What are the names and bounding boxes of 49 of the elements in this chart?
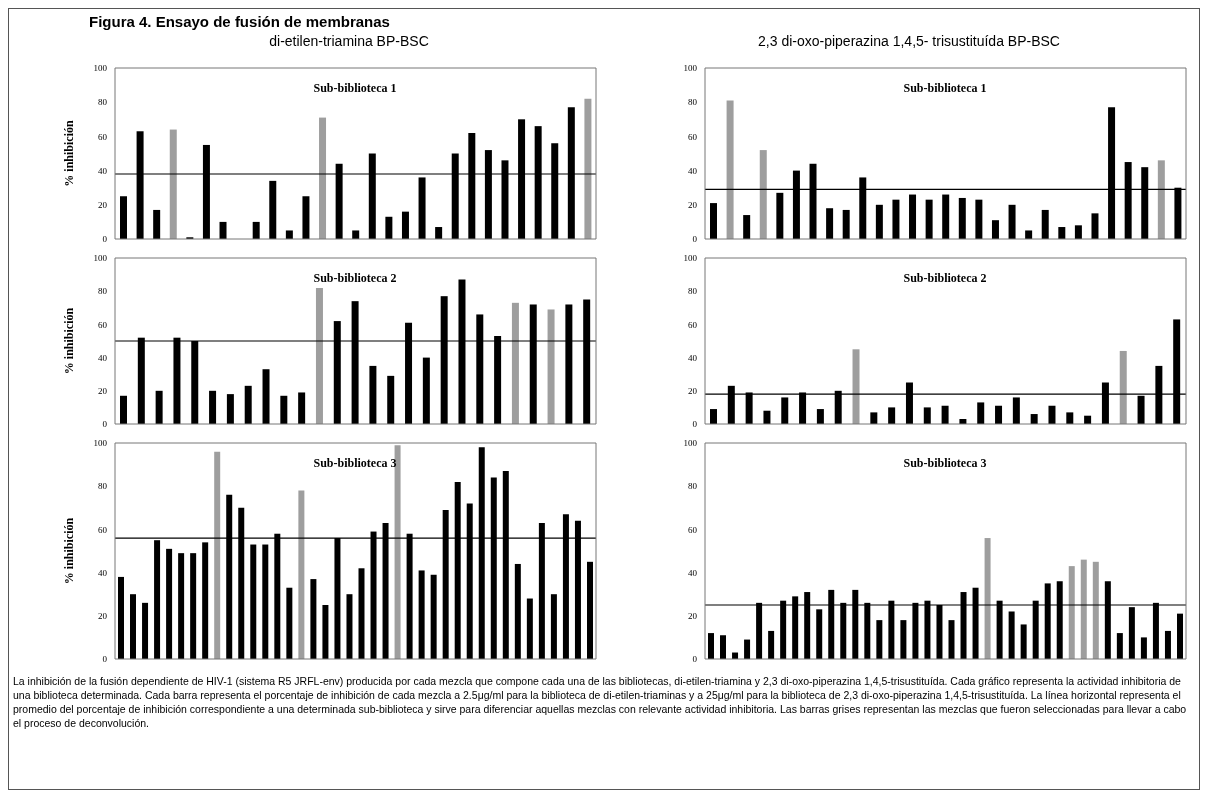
y-tick-label: 60 [688, 131, 698, 142]
y-tick-label: 20 [98, 610, 108, 621]
y-tick-label: 40 [688, 352, 698, 363]
y-tick-label: 80 [688, 97, 698, 108]
y-tick-label: 0 [692, 654, 698, 665]
text: Sub-biblioteca 2 [902, 271, 988, 286]
y-tick-label: 40 [98, 567, 108, 578]
y-tick-label: 40 [688, 165, 698, 176]
y-tick-label: 40 [98, 165, 108, 176]
y-tick-label: 80 [98, 481, 108, 492]
y-tick-label: 20 [98, 200, 108, 210]
y-tick-label: 100 [93, 253, 108, 264]
chart-subtitle: di-etilen-triamina BP-BSC [268, 33, 430, 49]
y-tick-label: 60 [688, 319, 698, 330]
y-axis-title: % inhibición [62, 120, 77, 187]
y-tick-label: 100 [93, 63, 108, 74]
text: Sub-biblioteca 2 [312, 271, 398, 286]
y-tick-label: 0 [102, 654, 108, 665]
text: Sub-biblioteca 3 [312, 456, 398, 471]
y-tick-label: 0 [102, 419, 108, 430]
text: La inhibición de la fusión dependiente de HIV-1 (sistema R5 JRFL-env) producida por cada mezcla que compone cada una de las bibliotecas, di-etilen-triamina y 2,3 di-oxo-piperazina 1,4,5-trisustituída. Cada gráfico representa la actividad inhibitoria de una biblioteca determinada. Cada barra representa el porcentaje de inhibición de cada mezcla a 2.5μg/ml para la biblioteca de di-etilen-triaminas y a 25μg/ml para la biblioteca de 2,3 di-oxo-piperazina 1,4,5-trisustituída. La línea horizontal representa el promedio del porcentaje de inhibición correspondiente a una determinada sub-biblioteca y sirve para diferenciar aquellas mezclas con relevante actividad inhibitoria. Las barras grises representan las mezclas que fueron seleccionadas para llevar a cabo el proceso de deconvolución. [13, 674, 1188, 730]
y-tick-label: 40 [98, 352, 108, 363]
y-tick-label: 100 [683, 63, 698, 74]
y-tick-label: 60 [98, 524, 108, 535]
y-tick-label: 100 [683, 253, 698, 264]
y-tick-label: 0 [692, 234, 698, 245]
y-tick-label: 100 [93, 438, 108, 449]
text: Sub-biblioteca 1 [902, 81, 988, 96]
text: Figura 4. Ensayo de fusión de membranas [89, 13, 390, 30]
y-tick-label: 20 [688, 385, 698, 396]
y-tick-label: 100 [683, 438, 698, 449]
y-tick-label: 60 [98, 319, 108, 330]
y-tick-label: 20 [688, 610, 698, 621]
y-tick-label: 80 [688, 481, 698, 492]
chart-subtitle: 2,3 di-oxo-piperazina 1,4,5- trisustituída BP-BSC [757, 33, 1061, 49]
y-tick-label: 20 [688, 200, 698, 210]
y-tick-label: 80 [98, 97, 108, 108]
y-tick-label: 20 [98, 385, 108, 396]
y-tick-label: 60 [688, 524, 698, 535]
y-tick-label: 0 [102, 234, 108, 245]
y-tick-label: 80 [688, 286, 698, 297]
y-axis-title: % inhibición [62, 307, 77, 375]
y-axis-title: % inhibición [62, 517, 77, 585]
text: Sub-biblioteca 1 [312, 81, 398, 96]
y-tick-label: 60 [98, 131, 108, 142]
y-tick-label: 40 [688, 567, 698, 578]
y-tick-label: 0 [692, 419, 698, 430]
text: Sub-biblioteca 3 [902, 456, 988, 471]
y-tick-label: 80 [98, 286, 108, 297]
